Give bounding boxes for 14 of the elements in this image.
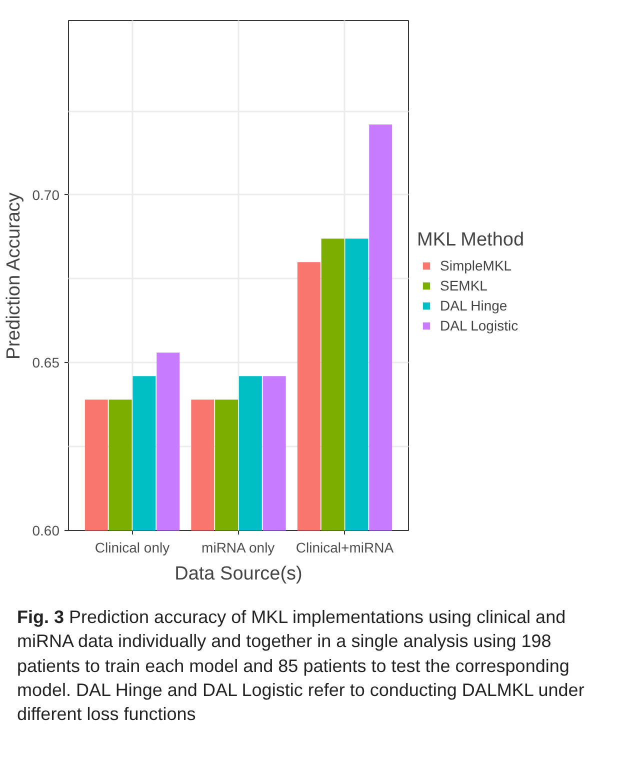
x-tick-label: Clinical only — [94, 540, 170, 556]
caption: Fig. 3 — [17, 607, 64, 627]
legend-label: SimpleMKL — [440, 257, 512, 273]
legend-title: MKL Method — [417, 229, 524, 251]
y-axis-title: Prediction Accuracy — [3, 192, 24, 360]
y-tick-label: 0.65 — [32, 354, 60, 371]
legend-label: DAL Hinge — [440, 297, 508, 313]
x-tick-label: miRNA only — [202, 540, 275, 556]
legend-label: DAL Logistic — [440, 317, 518, 333]
y-tick-label: 0.60 — [32, 522, 60, 538]
legend-label: SEMKL — [440, 277, 488, 293]
y-tick-label: 0.70 — [32, 186, 60, 203]
x-axis-title: Data Source(s) — [174, 564, 302, 584]
x-tick-label: Clinical+miRNA — [296, 540, 394, 556]
